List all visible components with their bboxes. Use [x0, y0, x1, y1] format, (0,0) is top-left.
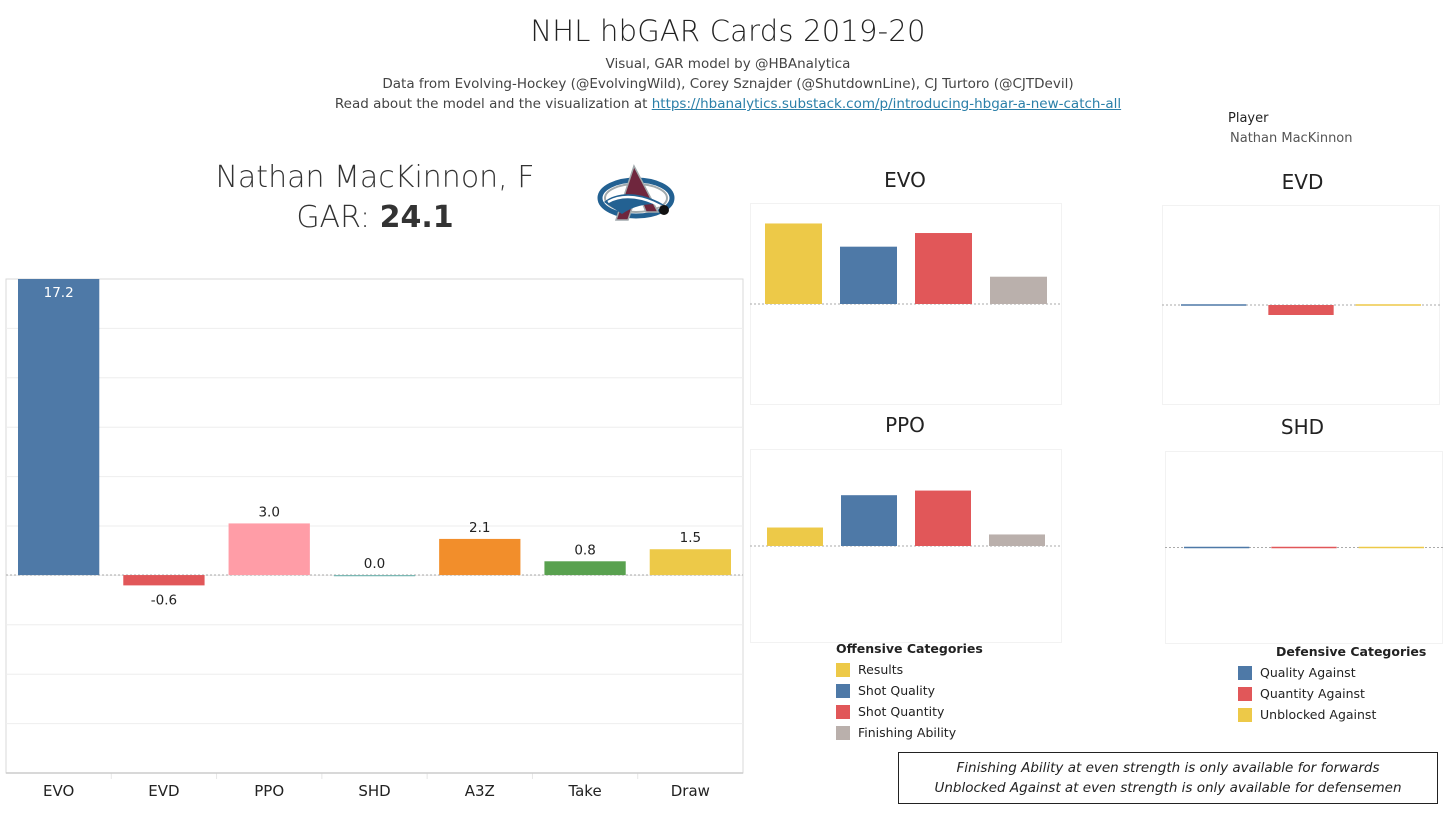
bar-a3z[interactable] [439, 538, 521, 576]
bar-shot-quantity[interactable] [915, 490, 971, 546]
x-tick-label: EVO [43, 782, 74, 800]
bar-shot-quality[interactable] [841, 495, 897, 546]
legend-swatch [1238, 707, 1252, 722]
x-tick-label: SHD [358, 782, 390, 800]
legend-item-unblocked-against[interactable]: Unblocked Against [1238, 704, 1426, 725]
bar-evo[interactable] [18, 279, 100, 576]
ppo-breakdown-chart [750, 449, 1062, 643]
legend-item-quantity-against[interactable]: Quantity Against [1238, 683, 1426, 704]
legend-label: Shot Quality [858, 683, 936, 698]
player-heading: Nathan MacKinnon, F [215, 160, 535, 195]
bar-unblocked-against[interactable] [1358, 546, 1424, 549]
x-tick-label: A3Z [465, 782, 495, 800]
data-label: -0.6 [151, 592, 177, 608]
legend-swatch [836, 725, 850, 740]
data-source-line: Data from Evolving-Hockey (@EvolvingWild… [382, 76, 1074, 92]
shd-chart-title: SHD [1280, 415, 1325, 439]
bar-quantity-against[interactable] [1271, 546, 1337, 549]
bar-quantity-against[interactable] [1268, 305, 1334, 315]
bar-evd[interactable] [123, 575, 205, 586]
x-tick-label: Draw [671, 782, 710, 800]
bar-shot-quantity[interactable] [915, 233, 972, 304]
bar-results[interactable] [765, 223, 822, 304]
legend-swatch [836, 704, 850, 719]
bar-shd[interactable] [333, 575, 416, 577]
legend-label: Quality Against [1260, 665, 1356, 680]
data-label: 0.0 [364, 556, 385, 572]
legend-item-shot-quality[interactable]: Shot Quality [836, 680, 983, 701]
legend-label: Results [858, 662, 904, 677]
note-line-1: Finishing Ability at even strength is on… [956, 760, 1380, 776]
bar-finishing-ability[interactable] [989, 534, 1045, 546]
main-gar-chart: 17.2 EVO -0.6 EVD 3.0 PPO 0.0 SHD 2.1 A3Z 0.8 Take 1… [5, 278, 744, 800]
defensive-legend-title: Defensive Categories [1276, 644, 1427, 659]
article-link[interactable]: https://hbanalytics.substack.com/p/intro… [651, 96, 1122, 112]
note-line-2: Unblocked Against at even strength is on… [934, 780, 1402, 796]
legend-swatch [1238, 686, 1252, 701]
credit-line: Visual, GAR model by @HBAnalytica [605, 56, 851, 72]
legend-label: Unblocked Against [1260, 707, 1377, 722]
ppo-chart-title: PPO [885, 413, 925, 437]
x-tick-label: EVD [148, 782, 179, 800]
x-tick-label: PPO [254, 782, 284, 800]
data-label: 1.5 [680, 530, 701, 546]
player-filter-label: Player [1228, 111, 1269, 126]
bar-finishing-ability[interactable] [990, 276, 1047, 304]
gar-value: 24.1 [379, 200, 454, 235]
x-tick-label: Take [567, 782, 601, 800]
evd-chart-title: EVD [1281, 170, 1324, 194]
legend-label: Quantity Against [1260, 686, 1365, 701]
legend-label: Shot Quantity [858, 704, 945, 719]
offensive-legend-title: Offensive Categories [836, 641, 983, 656]
player-filter-value[interactable]: Nathan MacKinnon [1230, 131, 1353, 146]
legend-item-quality-against[interactable]: Quality Against [1238, 662, 1426, 683]
offensive-legend: Offensive Categories Results Shot Qualit… [836, 641, 983, 743]
legend-swatch [836, 662, 850, 677]
legend-swatch [836, 683, 850, 698]
bar-ppo[interactable] [228, 523, 310, 576]
dashboard-title: NHL hbGAR Cards 2019-20 [530, 14, 926, 48]
gar-total: GAR: 24.1 [205, 200, 545, 235]
bar-draw[interactable] [649, 549, 731, 576]
legend-item-results[interactable]: Results [836, 659, 983, 680]
legend-label: Finishing Ability [858, 725, 957, 740]
bar-quality-against[interactable] [1184, 546, 1250, 549]
defensive-legend: Defensive Categories Quality Against Qua… [1238, 644, 1426, 725]
read-more-line: Read about the model and the visualizati… [0, 96, 1456, 112]
bar-take[interactable] [544, 561, 626, 576]
bar-unblocked-against[interactable] [1355, 304, 1421, 306]
availability-note: Finishing Ability at even strength is on… [898, 752, 1438, 804]
read-more-prefix: Read about the model and the visualizati… [334, 96, 652, 112]
evd-breakdown-chart [1162, 205, 1440, 405]
data-label: 0.8 [574, 542, 595, 558]
team-logo-icon [596, 162, 676, 226]
data-label: 2.1 [469, 520, 490, 536]
data-label: 3.0 [258, 504, 279, 520]
evo-chart-title: EVO [884, 168, 926, 192]
legend-item-shot-quantity[interactable]: Shot Quantity [836, 701, 983, 722]
evo-breakdown-chart [750, 203, 1062, 405]
bar-shot-quality[interactable] [840, 246, 897, 304]
bar-results[interactable] [767, 527, 823, 546]
gar-label: GAR: [296, 200, 380, 235]
legend-item-finishing-ability[interactable]: Finishing Ability [836, 722, 983, 743]
shd-breakdown-chart [1165, 451, 1443, 644]
bar-quality-against[interactable] [1181, 304, 1247, 306]
data-label: 17.2 [44, 285, 74, 301]
legend-swatch [1238, 665, 1252, 680]
